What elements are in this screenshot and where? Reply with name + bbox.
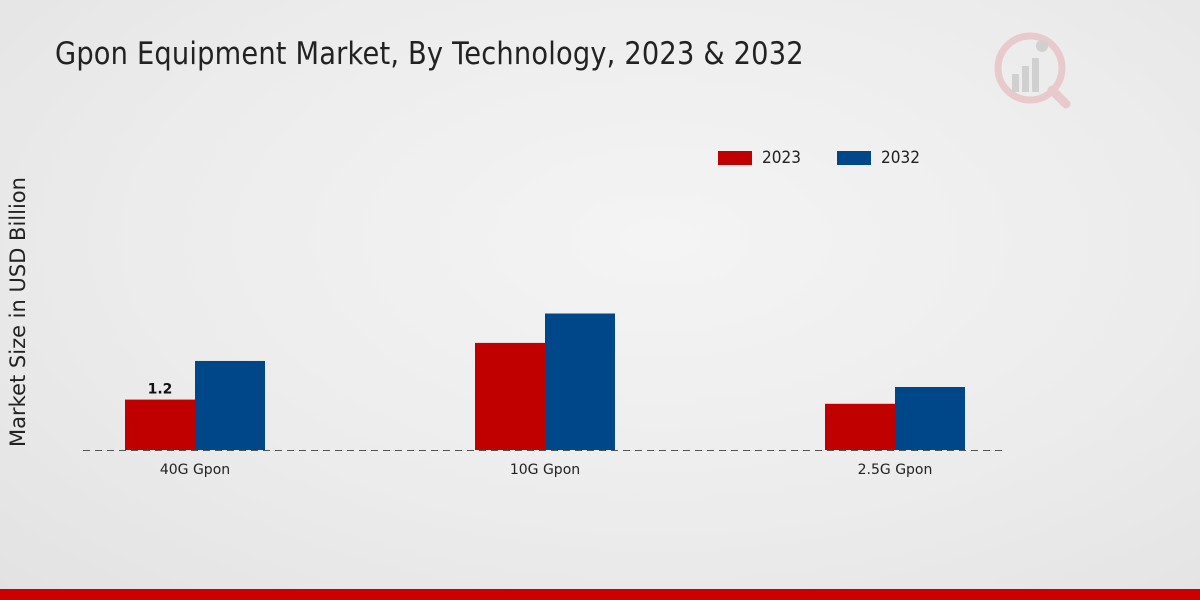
bar-2023-40g-gpon: [125, 399, 195, 450]
bar-2023-10g-gpon: [475, 342, 545, 450]
legend-swatch-2023: [718, 151, 752, 165]
footer-bar: [0, 589, 1200, 600]
legend-label-2023: 2023: [762, 148, 801, 168]
bar-2032-10g-gpon: [545, 313, 615, 450]
legend-item-2023: 2023: [718, 148, 805, 168]
x-tick-label: 10G Gpon: [510, 462, 580, 478]
bar-2032-40g-gpon: [195, 360, 265, 450]
x-tick-label: 2.5G Gpon: [858, 462, 933, 478]
chart-title: Gpon Equipment Market, By Technology, 20…: [55, 36, 804, 72]
x-tick-label: 40G Gpon: [160, 462, 230, 478]
legend-label-2032: 2032: [881, 148, 921, 168]
bar-2023-2-5g-gpon: [825, 403, 895, 450]
legend: 2023 2032: [718, 148, 957, 168]
bar-2032-2-5g-gpon: [895, 387, 965, 450]
data-label: 1.2: [148, 382, 173, 398]
legend-swatch-2032: [837, 151, 872, 165]
brand-logo-icon: [994, 32, 1071, 109]
legend-item-2032: 2032: [837, 148, 924, 168]
